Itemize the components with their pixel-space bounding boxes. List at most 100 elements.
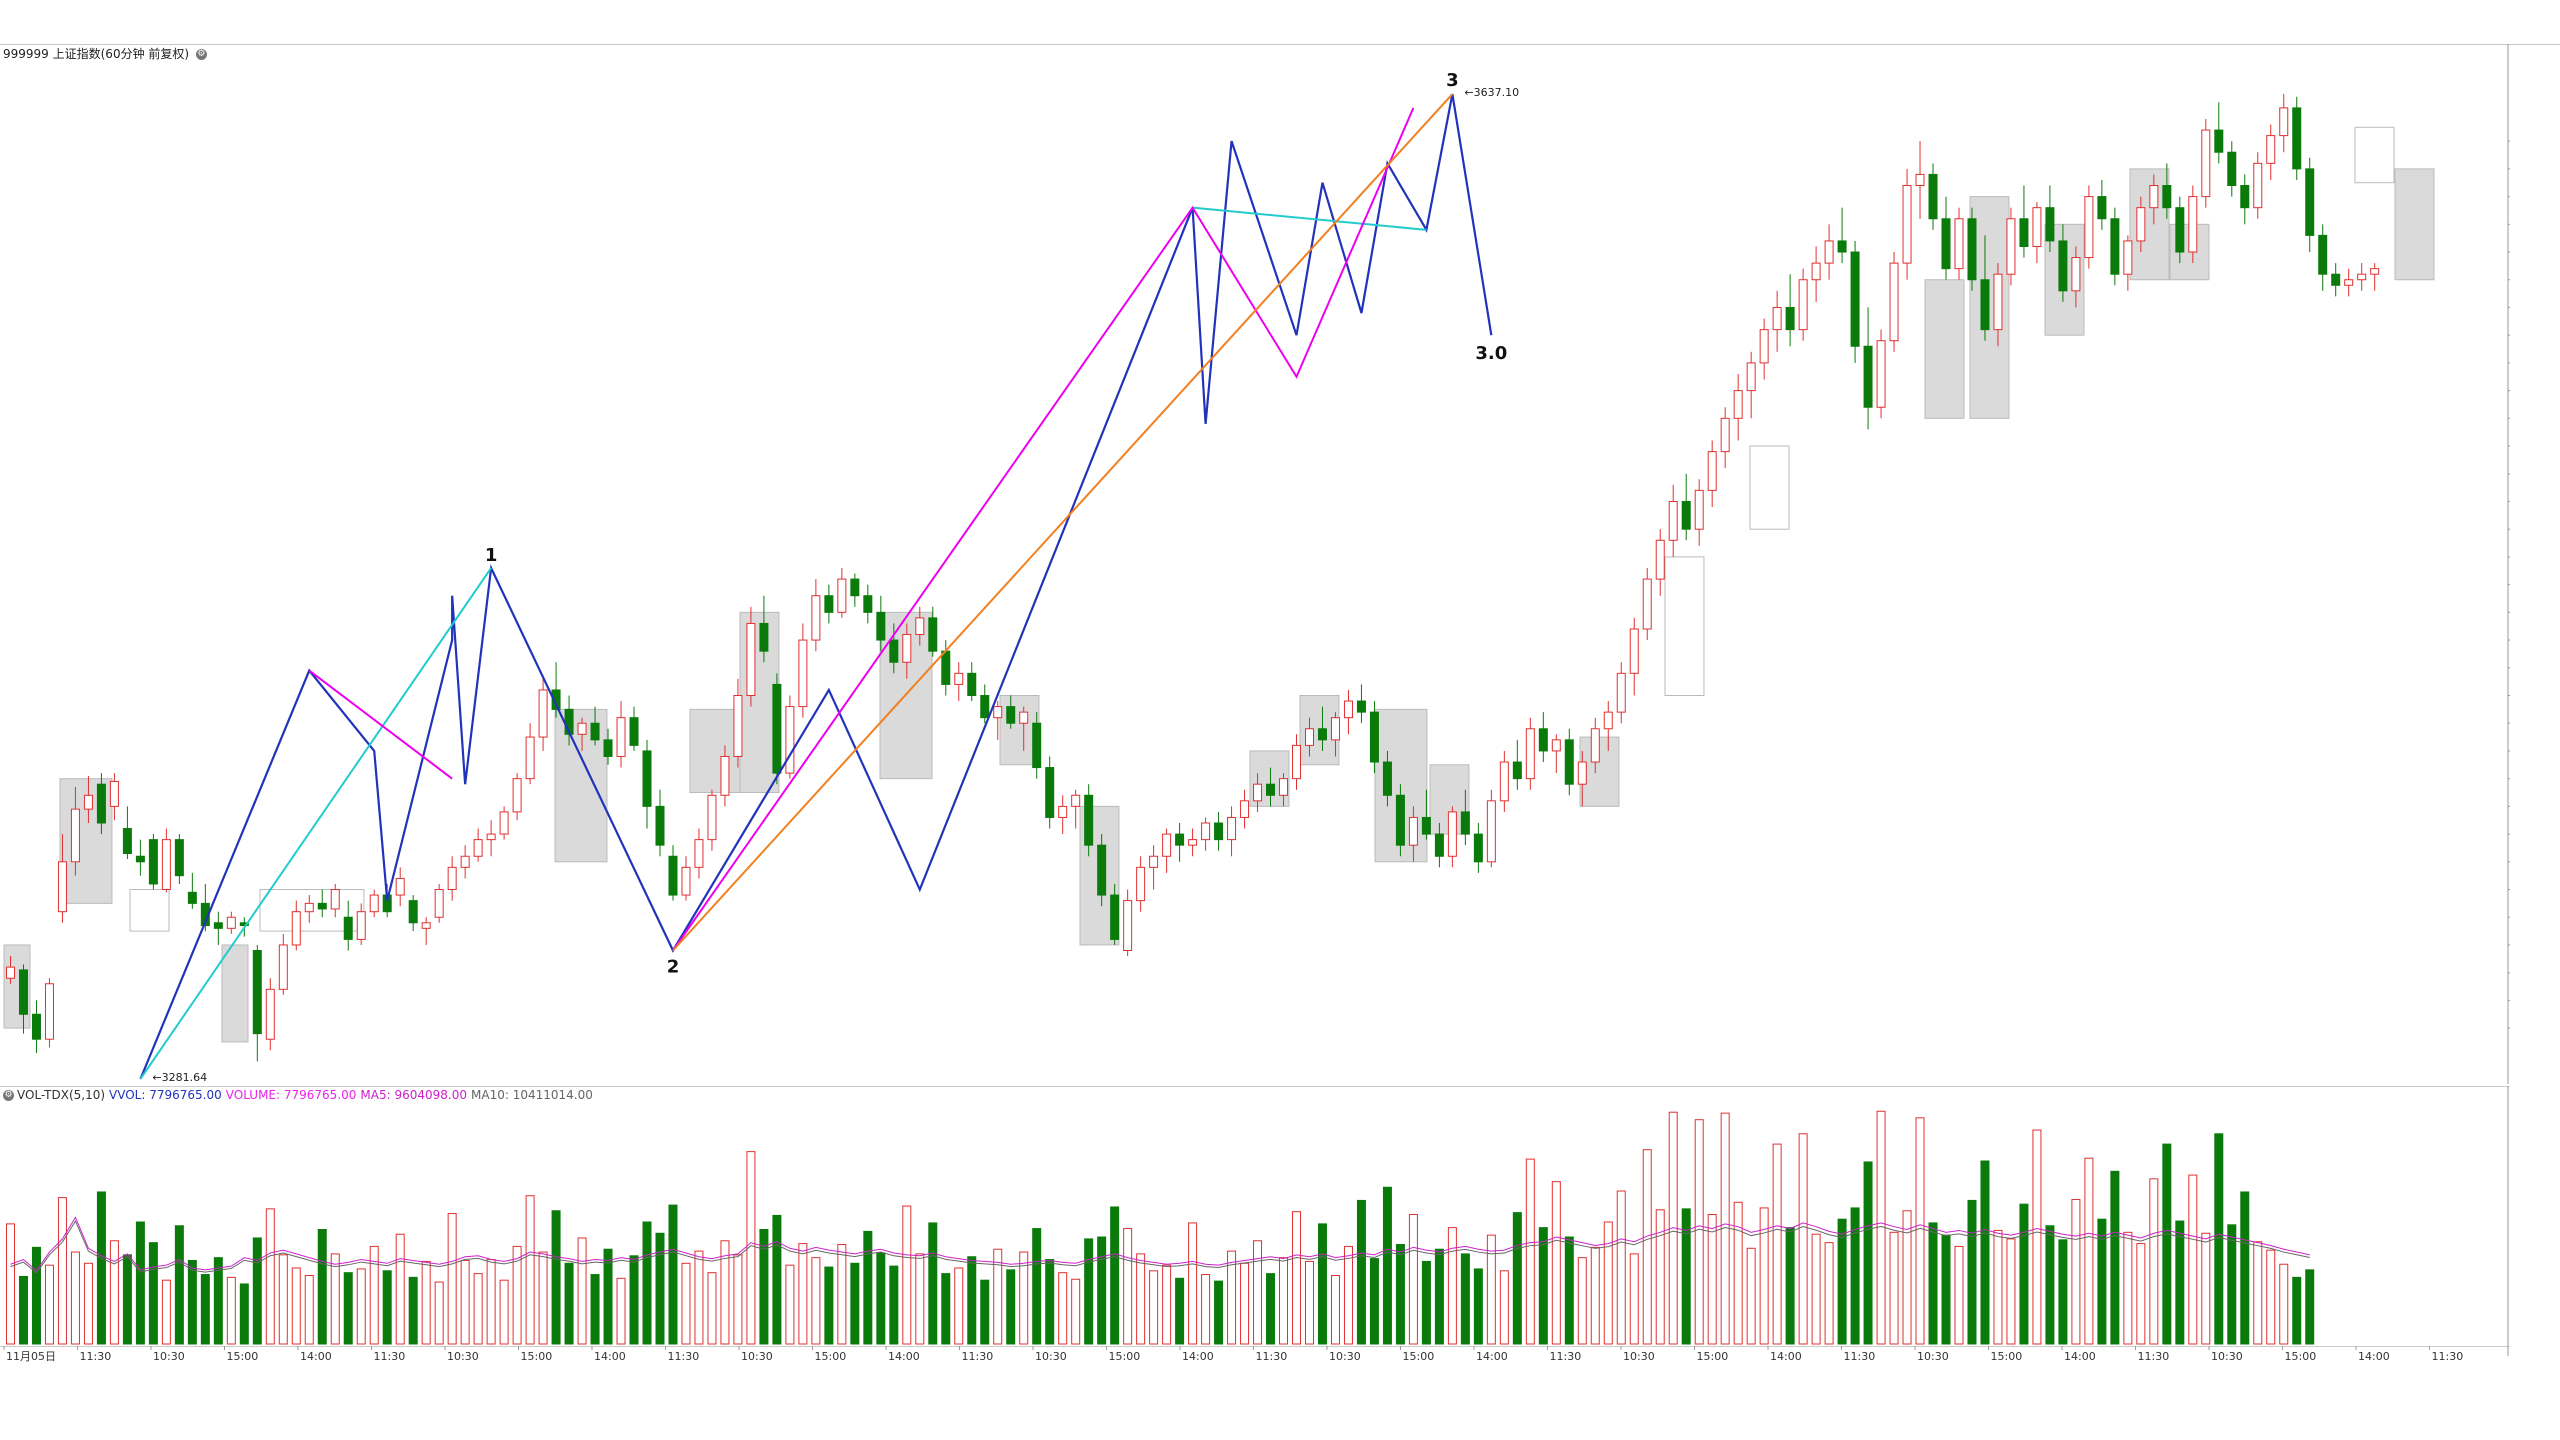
candle-body <box>2162 185 2172 209</box>
volume-bar <box>1097 1236 1107 1345</box>
volume-bar <box>1460 1253 1470 1345</box>
volume-bar <box>2032 1129 2042 1345</box>
volume-bar <box>993 1248 1003 1345</box>
candle-body <box>1655 539 1665 580</box>
candle-body <box>1240 800 1250 818</box>
candle-body <box>2292 107 2302 170</box>
volume-bar <box>2175 1220 2185 1345</box>
volume-bar <box>382 1270 392 1345</box>
volume-bar <box>1434 1248 1444 1345</box>
volume-bar <box>1395 1244 1405 1345</box>
consolidation-box <box>1664 556 1705 696</box>
candle-body <box>1785 306 1795 331</box>
volume-bar <box>1707 1213 1717 1345</box>
settings-icon[interactable]: ⚙ <box>3 1090 14 1101</box>
candle-body <box>1136 866 1146 902</box>
candle-body <box>2045 207 2055 242</box>
candle-body <box>1110 894 1120 940</box>
time-tick-label: 11:30 <box>962 1350 994 1363</box>
volume-bar <box>447 1213 457 1345</box>
candle-body <box>187 891 197 904</box>
volume-bar <box>1551 1181 1561 1345</box>
volume-bar <box>2292 1276 2302 1345</box>
volume-bar <box>915 1253 925 1345</box>
wave-zigzag-line <box>139 93 1493 1080</box>
candle-body <box>811 595 821 641</box>
volume-bar <box>1577 1257 1587 1345</box>
time-tick-label: 11:30 <box>374 1350 406 1363</box>
consolidation-box <box>129 889 170 932</box>
volume-chart-panel[interactable]: ⚙ VOL-TDX(5,10) VVOL: 7796765.00 VOLUME: 77… <box>0 1085 2556 1356</box>
volume-bar <box>1084 1238 1094 1345</box>
candle-body <box>1681 500 1691 530</box>
candle-body <box>31 1013 41 1040</box>
volume-bar <box>31 1246 41 1345</box>
price-chart-svg[interactable]: 3300331033203330334033503360337033803390… <box>0 44 2552 1106</box>
time-tick-label: 15:00 <box>227 1350 259 1363</box>
time-tick-label: 11月05日 <box>6 1350 56 1363</box>
candle-body <box>1499 761 1509 802</box>
candle-body <box>1045 767 1055 818</box>
candle-body <box>525 736 535 780</box>
time-tick-label: 11:30 <box>2138 1350 2170 1363</box>
candle-body <box>889 639 899 663</box>
candle-body <box>1525 728 1535 780</box>
volume-bar <box>1616 1190 1626 1345</box>
candle-body <box>1304 728 1314 746</box>
settings-icon[interactable]: ⚙ <box>195 49 207 60</box>
candle-body <box>1408 816 1418 846</box>
volume-bar <box>395 1233 405 1345</box>
volume-bar <box>1915 1117 1925 1345</box>
candle-body <box>1058 805 1068 818</box>
volume-bar <box>2019 1203 2029 1345</box>
volume-bar <box>1655 1209 1665 1345</box>
time-tick-label: 11:30 <box>2432 1350 2464 1363</box>
candle-body <box>2123 240 2133 275</box>
candle-body <box>1214 822 1224 841</box>
candle-body <box>421 922 431 929</box>
candle-body <box>1032 722 1042 769</box>
volume-bar <box>1759 1207 1769 1345</box>
candle-body <box>876 611 886 641</box>
candle-body <box>1564 739 1574 785</box>
volume-bar <box>1304 1260 1314 1345</box>
candle-body <box>1941 218 1951 270</box>
volume-bar <box>1369 1258 1379 1345</box>
wave-label: 3.0 <box>1475 343 1507 364</box>
volume-bar <box>1175 1277 1185 1345</box>
candle-body <box>44 983 54 1040</box>
consolidation-box <box>689 708 743 794</box>
volume-bar <box>824 1266 834 1345</box>
candle-body <box>1590 728 1600 763</box>
candle-body <box>1084 794 1094 846</box>
candle-body <box>213 922 223 929</box>
candle-body <box>720 755 730 796</box>
candle-body <box>2318 234 2328 275</box>
candle-body <box>1369 711 1379 763</box>
volume-chart-svg[interactable]: 500010000150002000025000X1000 <box>0 1085 2556 1356</box>
volume-bar <box>1798 1133 1808 1345</box>
volume-bar <box>785 1264 795 1345</box>
volume-bar <box>2084 1157 2094 1345</box>
volume-bar <box>1317 1223 1327 1345</box>
time-tick-label: 10:30 <box>741 1350 773 1363</box>
volume-bar <box>57 1197 67 1345</box>
trend-line-cyan-2 <box>1192 206 1427 231</box>
time-tick-label: 11:30 <box>80 1350 112 1363</box>
price-chart-panel[interactable]: 999999 上证指数(60分钟 前复权) ⚙ 3300331033203330… <box>0 44 2552 1106</box>
candle-body <box>1876 340 1886 408</box>
candle-body <box>551 689 561 710</box>
volume-bar <box>200 1274 210 1345</box>
volume-bar <box>850 1262 860 1345</box>
wave-label: 3 <box>1446 70 1459 91</box>
time-tick-label: 11:30 <box>1550 1350 1582 1363</box>
candle-body <box>1577 761 1587 785</box>
trend-line-magenta-2 <box>672 107 1415 952</box>
volume-bar <box>1811 1233 1821 1345</box>
volume-bar <box>2188 1174 2198 1345</box>
volume-bar <box>96 1191 106 1345</box>
candle-body <box>317 902 327 910</box>
candle-body <box>447 866 457 891</box>
low-price-annotation: ←3281.64 <box>152 1071 207 1084</box>
candle-body <box>1603 711 1613 730</box>
